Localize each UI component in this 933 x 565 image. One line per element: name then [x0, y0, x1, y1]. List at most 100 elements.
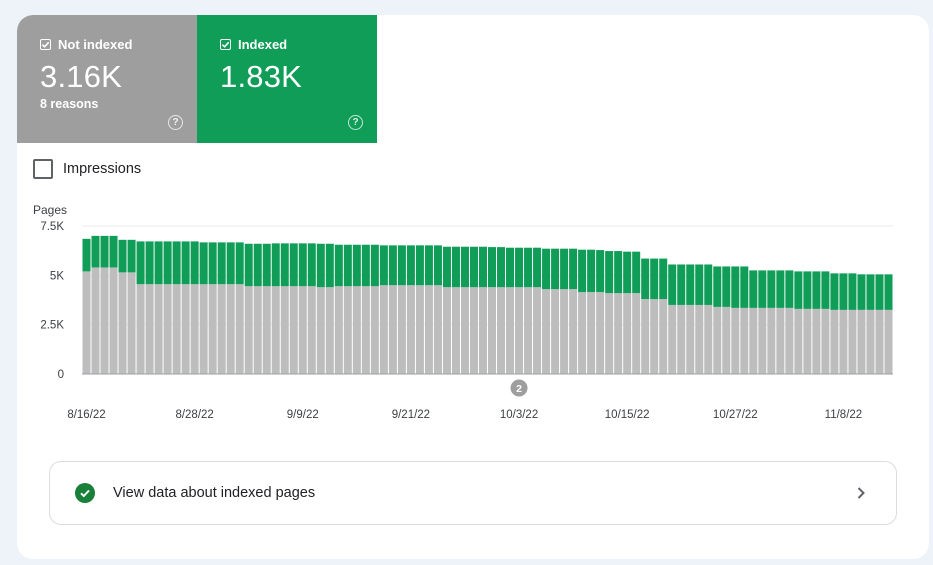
not-indexed-bar: [695, 304, 704, 374]
pages-chart: Pages 0 2.5K 5K 7.5K 8/16/22 8/28/22 9/9/22 9/21…: [33, 203, 893, 421]
impressions-toggle[interactable]: Impressions: [33, 159, 141, 179]
indexed-bar: [154, 241, 163, 285]
indexed-bar: [82, 238, 91, 272]
impressions-checkbox[interactable]: [33, 159, 53, 179]
not-indexed-checkbox[interactable]: [40, 39, 51, 50]
not-indexed-bar: [821, 308, 830, 374]
not-indexed-bar: [415, 285, 424, 374]
indexed-bar: [605, 251, 614, 294]
not-indexed-bar: [217, 284, 226, 374]
not-indexed-bar: [181, 284, 190, 374]
not-indexed-bar: [542, 289, 551, 374]
indexed-bar: [731, 266, 740, 308]
x-tick-label: 10/15/22: [605, 409, 650, 421]
not-indexed-bar: [208, 284, 217, 374]
not-indexed-bar: [433, 285, 442, 374]
not-indexed-bar: [352, 286, 361, 374]
indexed-bar: [587, 249, 596, 293]
help-icon[interactable]: ?: [168, 115, 183, 130]
indexed-bar: [343, 244, 352, 287]
not-indexed-bar: [325, 287, 334, 374]
not-indexed-bar: [839, 309, 848, 374]
not-indexed-bar: [515, 287, 524, 374]
not-indexed-bar: [578, 292, 587, 374]
indexed-bar: [803, 271, 812, 309]
x-tick-label: 8/16/22: [67, 409, 105, 421]
x-tick-label: 10/3/22: [500, 409, 538, 421]
not-indexed-bar: [776, 307, 785, 374]
indexed-bar: [515, 247, 524, 288]
not-indexed-bar: [253, 286, 262, 374]
view-indexed-pages-label: View data about indexed pages: [113, 485, 316, 501]
annotation-marker: [510, 379, 528, 397]
x-tick-label: 10/27/22: [713, 409, 758, 421]
indexed-bar: [569, 248, 578, 290]
help-icon[interactable]: ?: [348, 115, 363, 130]
not-indexed-bar: [190, 284, 199, 374]
indexed-bar: [442, 246, 451, 288]
chevron-right-icon: [856, 486, 866, 505]
not-indexed-bar: [569, 289, 578, 374]
indexed-bar: [136, 241, 145, 285]
indexed-bar: [100, 235, 109, 268]
indexed-bar: [145, 241, 154, 285]
not-indexed-bar: [749, 307, 758, 374]
not-indexed-bar: [442, 287, 451, 374]
not-indexed-bar: [469, 287, 478, 374]
indexed-bar: [767, 270, 776, 308]
not-indexed-bar: [199, 284, 208, 374]
not-indexed-bar: [226, 284, 235, 374]
indexed-bar: [722, 266, 731, 307]
not-indexed-bar: [388, 285, 397, 374]
indexed-bar: [812, 271, 821, 309]
not-indexed-bar: [623, 293, 632, 374]
not-indexed-bar: [533, 287, 542, 374]
not-indexed-bar: [488, 287, 497, 374]
indexed-bar: [614, 251, 623, 294]
indexed-bar: [713, 266, 722, 307]
not-indexed-bar: [271, 286, 280, 374]
not-indexed-bar: [866, 309, 875, 374]
indexed-bar: [460, 246, 469, 288]
indexed-bar: [91, 235, 100, 268]
indexed-bar: [280, 243, 289, 287]
not-indexed-bar: [370, 286, 379, 374]
not-indexed-bar: [91, 267, 100, 374]
not-indexed-bar: [740, 307, 749, 374]
not-indexed-bar: [722, 306, 731, 374]
indexed-bar: [172, 241, 181, 285]
not-indexed-bar: [244, 286, 253, 374]
view-indexed-pages-link[interactable]: View data about indexed pages: [49, 461, 897, 525]
indexed-bar: [478, 246, 487, 288]
indexed-bar: [596, 250, 605, 293]
not-indexed-reasons: 8 reasons: [40, 97, 99, 111]
not-indexed-bar: [641, 299, 650, 374]
indexed-bar: [334, 244, 343, 287]
indexed-bar: [695, 264, 704, 305]
not-indexed-bar: [848, 309, 857, 374]
not-indexed-tile[interactable]: Not indexed 3.16K 8 reasons ?: [17, 15, 197, 143]
y-tick-label: 2.5K: [40, 320, 64, 332]
indexed-bar: [641, 258, 650, 300]
indexed-checkbox[interactable]: [220, 39, 231, 50]
not-indexed-bar: [875, 309, 884, 374]
indexed-bar: [542, 248, 551, 290]
indexed-bar: [668, 264, 677, 305]
indexed-tile[interactable]: Indexed 1.83K ?: [197, 15, 377, 143]
indexed-bar: [190, 241, 199, 285]
indexed-bar: [686, 264, 695, 305]
indexed-bar: [659, 258, 668, 300]
not-indexed-bar: [884, 309, 893, 374]
indexed-bar: [794, 271, 803, 309]
annotation-label: 2: [516, 383, 522, 395]
x-tick-label: 9/21/22: [392, 409, 430, 421]
indexed-bar: [370, 244, 379, 287]
indexed-bar: [217, 242, 226, 285]
not-indexed-bar: [686, 304, 695, 374]
indexed-bar: [316, 243, 325, 288]
indexed-bar: [875, 274, 884, 310]
indexed-bar: [704, 264, 713, 305]
indexed-bar: [749, 270, 758, 308]
not-indexed-bar: [632, 293, 641, 374]
indexed-bar: [199, 242, 208, 285]
